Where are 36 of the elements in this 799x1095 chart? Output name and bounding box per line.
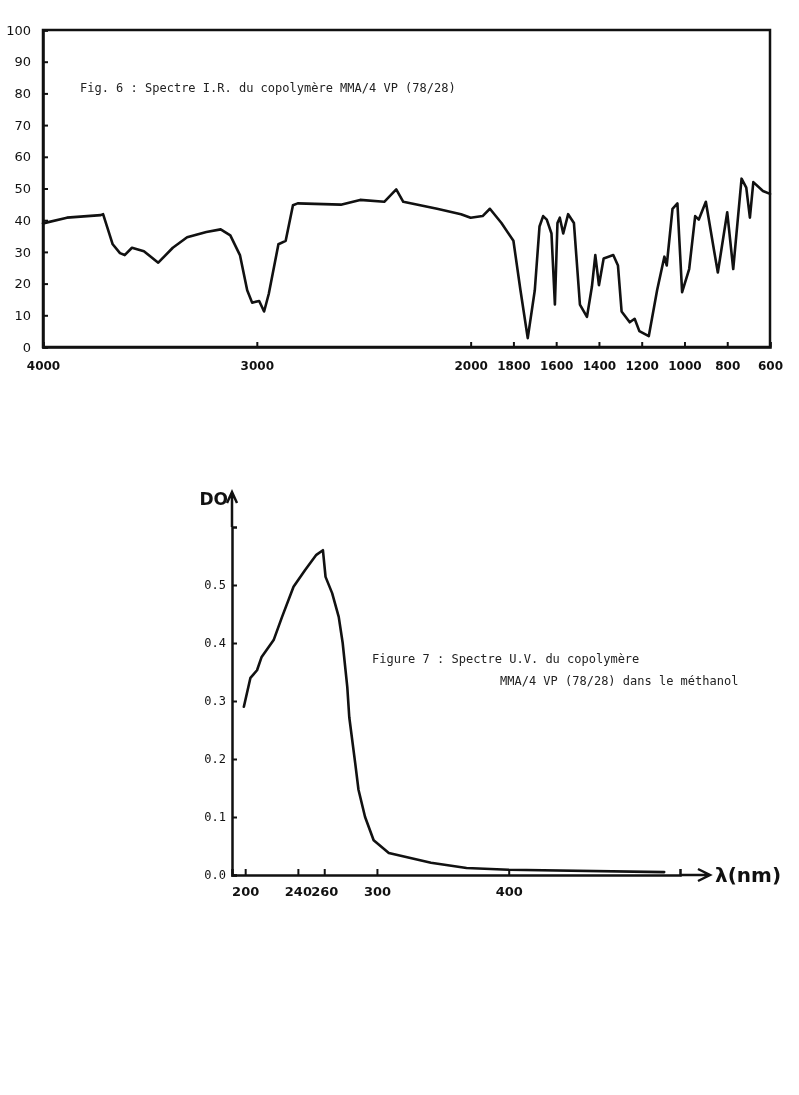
y-axis-title: DO	[199, 489, 228, 509]
text: Figure 7 : Spectre U.V. du copolymère MMA/4 VP (78/28) dans le méthanol	[372, 652, 739, 688]
y-tick-label: 60	[14, 149, 31, 165]
y-tick-label: 0.3	[204, 694, 226, 709]
y-tick-label: 0.4	[204, 636, 226, 651]
x-tick-label: 400	[495, 884, 523, 900]
y-tick-label: 50	[14, 181, 31, 197]
x-tick-label: 260	[311, 884, 339, 900]
x-tick-label: 800	[715, 358, 741, 373]
y-tick-label: 30	[14, 244, 31, 260]
x-tick-label: 4000	[26, 358, 61, 373]
y-tick-label: 100	[6, 22, 31, 38]
y-tick-label: 40	[14, 212, 31, 228]
x-tick-label: 1800	[497, 358, 531, 373]
x-tick-label: 1600	[539, 358, 574, 373]
y-tick-label: 20	[14, 276, 31, 292]
y-tick-label: 0.2	[204, 752, 226, 767]
y-tick-label: 0.1	[204, 810, 226, 825]
x-tick-label: 1400	[582, 358, 617, 373]
y-tick-label: 90	[14, 54, 31, 70]
x-axis-title: λ(nm)	[715, 863, 782, 887]
y-tick-label: 10	[14, 307, 31, 323]
x-tick-label: 2000	[454, 358, 488, 373]
x-tick-label: 300	[363, 884, 392, 900]
text: Fig. 6 : Spectre I.R. du copolymère MMA/4 VP (78/28)	[80, 81, 456, 95]
y-tick-label: 0	[22, 339, 31, 355]
y-tick-label: 0.5	[204, 578, 226, 593]
x-tick-label: 600	[757, 358, 784, 373]
x-tick-label: 200	[232, 884, 260, 900]
x-tick-label: 3000	[240, 358, 275, 373]
y-tick-label: 0.0	[204, 868, 226, 883]
y-tick-label: 80	[14, 86, 31, 102]
y-tick-label: 70	[14, 117, 31, 133]
x-tick-label: 1000	[668, 358, 702, 373]
x-tick-label: 240	[284, 884, 312, 900]
x-tick-label: 1200	[625, 358, 659, 373]
